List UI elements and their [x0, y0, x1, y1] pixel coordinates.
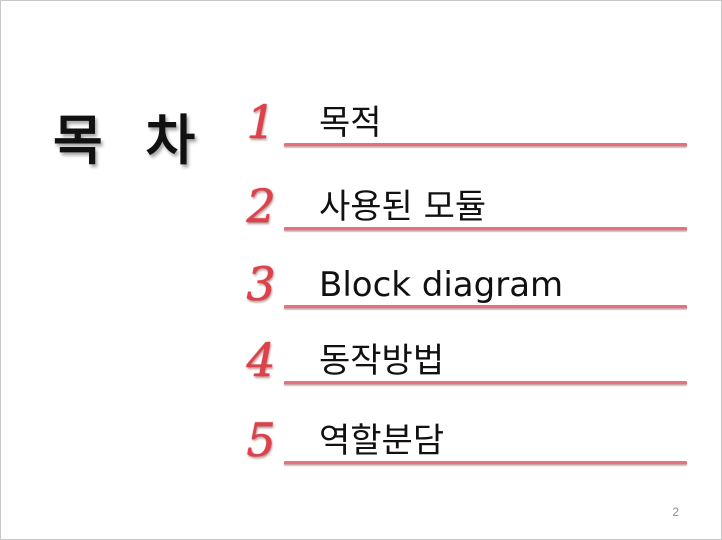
toc-underline — [284, 143, 687, 147]
toc-label: 사용된 모듈 — [319, 187, 487, 227]
toc-underline — [284, 461, 687, 465]
toc-number: 5 — [246, 413, 276, 467]
toc-item-3: 3 Block diagram — [1, 249, 721, 319]
toc-label: 동작방법 — [319, 341, 445, 381]
toc-underline — [284, 381, 687, 385]
page-number: 2 — [672, 505, 679, 519]
slide-title: 목 차 — [53, 109, 208, 172]
toc-item-2: 2 사용된 모듈 — [1, 171, 721, 241]
toc-item-4: 4 동작방법 — [1, 325, 721, 395]
toc-label: 목적 — [319, 103, 382, 143]
toc-underline — [284, 227, 687, 231]
toc-number: 1 — [246, 95, 276, 149]
toc-number: 2 — [246, 179, 276, 233]
toc-number: 3 — [246, 257, 276, 311]
toc-underline — [284, 305, 687, 309]
toc-label: Block diagram — [319, 265, 564, 305]
toc-number: 4 — [246, 333, 276, 387]
toc-label: 역할분담 — [319, 421, 445, 461]
toc-item-1: 1 목적 — [1, 87, 721, 157]
toc-item-5: 5 역할분담 — [1, 405, 721, 475]
